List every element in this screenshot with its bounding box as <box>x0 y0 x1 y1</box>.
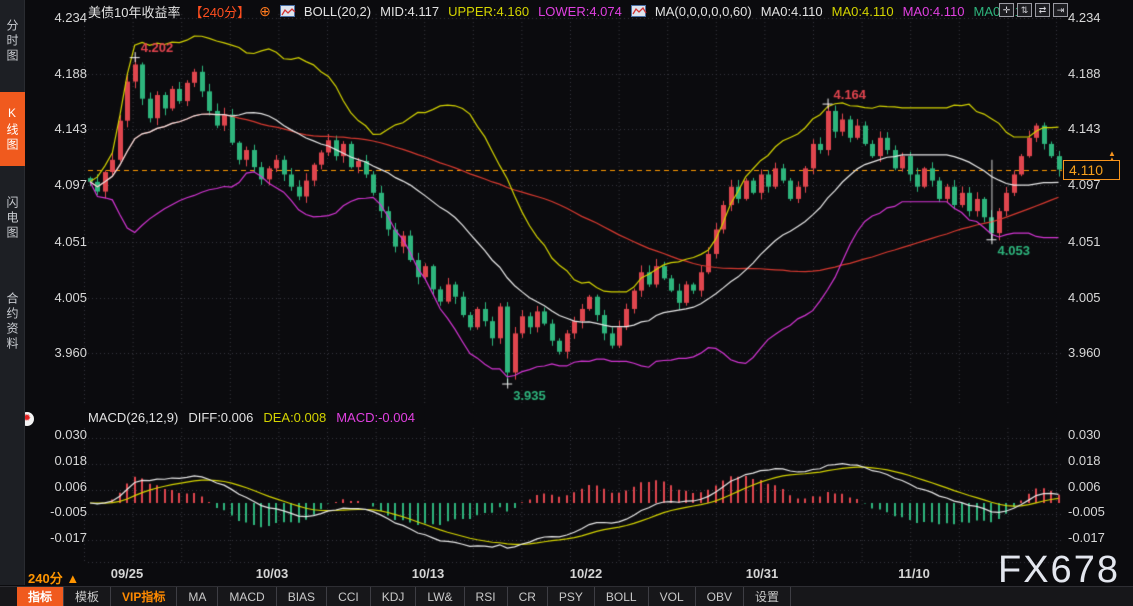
trading-terminal: 分时图 K线图 闪电图 合约资料 美债10年收益率 【240分】 ⊕ BOLL(… <box>0 0 1133 606</box>
y-label-right: 4.234 <box>1068 10 1111 25</box>
tab-vip-indicator[interactable]: VIP指标 <box>111 587 177 606</box>
price-chart-canvas[interactable] <box>25 0 1133 585</box>
boll-mid-value: MID:4.117 <box>380 4 439 19</box>
ma-label: MA(0,0,0,0,0,60) <box>655 4 752 19</box>
y-label-right: 4.051 <box>1068 234 1111 249</box>
sidebar-item-lightning-chart[interactable]: 闪电图 <box>0 180 25 256</box>
macd-y-label-right: 0.018 <box>1068 453 1111 468</box>
macd-name: MACD(26,12,9) <box>88 410 178 425</box>
tab-template[interactable]: 模板 <box>64 587 111 606</box>
boll-chart-icon[interactable] <box>280 5 295 17</box>
ma0-white-value: MA0:4.110 <box>761 4 823 19</box>
popout-icon[interactable]: ⇥ <box>1053 3 1068 17</box>
macd-y-label-right: -0.017 <box>1068 530 1111 545</box>
tab-ma[interactable]: MA <box>177 587 218 606</box>
axis-scale-y-icon[interactable]: ⇅ <box>1017 3 1032 17</box>
macd-y-label-left: 0.006 <box>44 479 87 494</box>
y-label-left: 3.960 <box>44 345 87 360</box>
macd-macd-value: MACD:-0.004 <box>336 410 415 425</box>
y-label-left: 4.188 <box>44 66 87 81</box>
x-date-label: 09/25 <box>97 566 157 581</box>
tab-macd[interactable]: MACD <box>218 587 276 606</box>
sidebar-item-time-chart[interactable]: 分时图 <box>0 4 25 78</box>
axis-scale-x-icon[interactable]: ⇄ <box>1035 3 1050 17</box>
y-label-right: 3.960 <box>1068 345 1111 360</box>
macd-header: MACD(26,12,9) DIFF:0.006 DEA:0.008 MACD:… <box>88 410 415 425</box>
macd-y-label-right: -0.005 <box>1068 504 1111 519</box>
chart-tool-icons: ✛ ⇅ ⇄ ⇥ <box>999 3 1068 17</box>
macd-y-label-left: -0.017 <box>44 530 87 545</box>
boll-upper-value: UPPER:4.160 <box>448 4 529 19</box>
x-date-label: 10/13 <box>398 566 458 581</box>
y-label-left: 4.143 <box>44 121 87 136</box>
tab-vol[interactable]: VOL <box>649 587 696 606</box>
tab-boll[interactable]: BOLL <box>595 587 649 606</box>
period-selector[interactable]: 240分 ▲ <box>28 568 79 587</box>
boll-label: BOLL(20,2) <box>304 4 371 19</box>
y-label-left: 4.097 <box>44 177 87 192</box>
macd-y-label-right: 0.030 <box>1068 427 1111 442</box>
ma0-yellow-value: MA0:4.110 <box>832 4 894 19</box>
x-date-label: 10/22 <box>556 566 616 581</box>
sidebar-item-contract-info[interactable]: 合约资料 <box>0 268 25 376</box>
x-date-label: 10/31 <box>732 566 792 581</box>
instrument-title: 美债10年收益率 <box>88 2 180 21</box>
y-label-left: 4.234 <box>44 10 87 25</box>
boll-lower-value: LOWER:4.074 <box>538 4 622 19</box>
period-tag: 【240分】 <box>189 2 250 21</box>
tab-cr[interactable]: CR <box>508 587 548 606</box>
y-label-right: 4.143 <box>1068 121 1111 136</box>
current-price-box: 4.110 <box>1063 160 1120 180</box>
sidebar-item-kline-chart[interactable]: K线图 <box>0 92 25 166</box>
ma-chart-icon[interactable] <box>631 5 646 17</box>
tab-rsi[interactable]: RSI <box>465 587 508 606</box>
tab-bias[interactable]: BIAS <box>277 587 327 606</box>
y-label-right: 4.188 <box>1068 66 1111 81</box>
macd-y-label-right: 0.006 <box>1068 479 1111 494</box>
tab-lwr[interactable]: LW& <box>416 587 464 606</box>
indicator-tabbar: 指标 模板 VIP指标 MA MACD BIAS CCI KDJ LW& RSI… <box>0 586 1133 606</box>
pan-icon[interactable]: ✛ <box>999 3 1014 17</box>
macd-dea-value: DEA:0.008 <box>263 410 326 425</box>
macd-y-label-left: 0.018 <box>44 453 87 468</box>
macd-y-label-left: -0.005 <box>44 504 87 519</box>
ma0-magenta-value: MA0:4.110 <box>903 4 965 19</box>
x-date-label: 10/03 <box>242 566 302 581</box>
tab-obv[interactable]: OBV <box>696 587 744 606</box>
tab-kdj[interactable]: KDJ <box>371 587 417 606</box>
y-label-right: 4.005 <box>1068 290 1111 305</box>
tab-settings[interactable]: 设置 <box>744 587 791 606</box>
macd-diff-value: DIFF:0.006 <box>188 410 253 425</box>
x-date-label: 11/10 <box>884 566 944 581</box>
indicator-header: 美债10年收益率 【240分】 ⊕ BOLL(20,2) MID:4.117 U… <box>88 2 1022 20</box>
y-label-left: 4.051 <box>44 234 87 249</box>
y-label-left: 4.005 <box>44 290 87 305</box>
tab-psy[interactable]: PSY <box>548 587 595 606</box>
tab-indicator[interactable]: 指标 <box>17 587 64 606</box>
sidebar: 分时图 K线图 闪电图 合约资料 <box>0 0 25 585</box>
add-indicator-icon[interactable]: ⊕ <box>259 3 271 20</box>
tab-cci[interactable]: CCI <box>327 587 371 606</box>
macd-y-label-left: 0.030 <box>44 427 87 442</box>
